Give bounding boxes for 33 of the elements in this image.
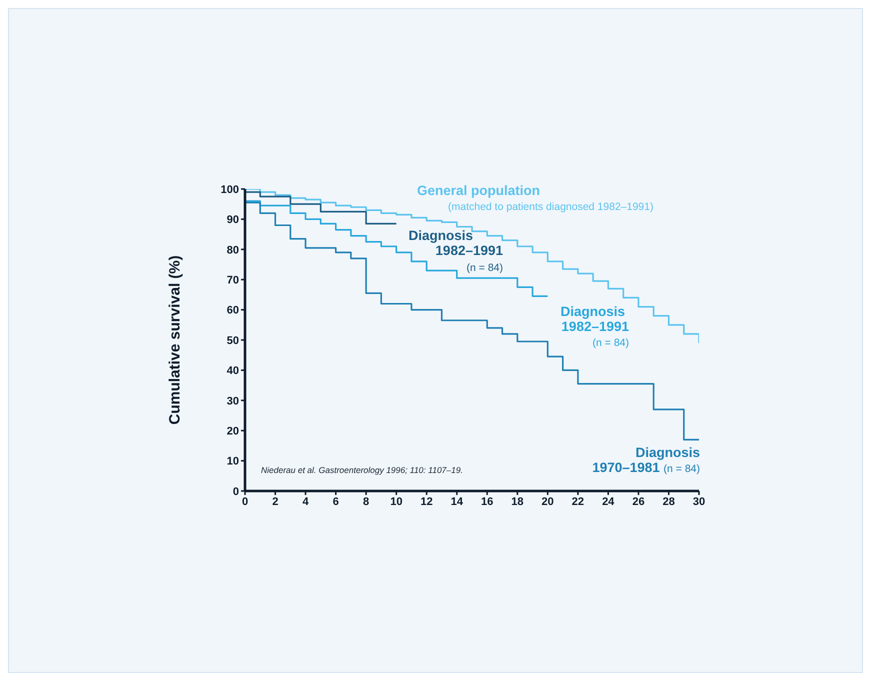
x-tick-label: 16	[481, 496, 494, 508]
x-tick-label: 28	[662, 496, 675, 508]
y-tick-label: 70	[226, 274, 239, 287]
x-tick-label: 12	[420, 496, 433, 508]
y-tick-label: 90	[226, 214, 239, 226]
x-tick-label: 8	[363, 496, 370, 508]
x-tick-label: 22	[572, 496, 584, 508]
x-tick-label: 2	[272, 496, 278, 508]
annotation: Niederau et al. Gastroenterology 1996; 110: 1107–19.	[261, 465, 463, 475]
y-tick-label: 80	[226, 244, 239, 256]
y-tick-label: 30	[226, 395, 239, 408]
series-label: Diagnosis 1982–1991 (n = 84)	[560, 304, 629, 349]
x-tick-label: 24	[602, 496, 616, 508]
y-tick-label: 60	[226, 304, 239, 317]
series-label: Diagnosis 1982–1991 (n = 84)	[408, 228, 503, 274]
y-tick-label: 40	[226, 365, 239, 378]
x-tick-label: 26	[632, 496, 645, 508]
x-tick-label: 14	[450, 496, 464, 508]
series-label: Diagnosis 1970–1981 (n = 84)	[592, 445, 700, 475]
y-tick-label: 20	[226, 426, 239, 438]
x-tick-label: 18	[511, 496, 524, 508]
x-tick-label: 0	[242, 496, 248, 508]
y-tick-label: 0	[232, 486, 239, 498]
y-tick-label: 50	[226, 334, 239, 347]
x-tick-label: 20	[542, 496, 554, 508]
y-axis-title: Cumulative survival (%)	[166, 255, 184, 425]
series-label: General population (matched to patients diagnosed 1982–1991)	[417, 183, 654, 213]
x-tick-label: 6	[332, 496, 339, 508]
x-tick-label: 4	[302, 496, 310, 508]
y-tick-label: 10	[226, 456, 239, 468]
x-tick-label: 30	[692, 496, 706, 508]
y-tick-label: 100	[220, 184, 239, 196]
x-tick-label: 10	[390, 496, 402, 508]
